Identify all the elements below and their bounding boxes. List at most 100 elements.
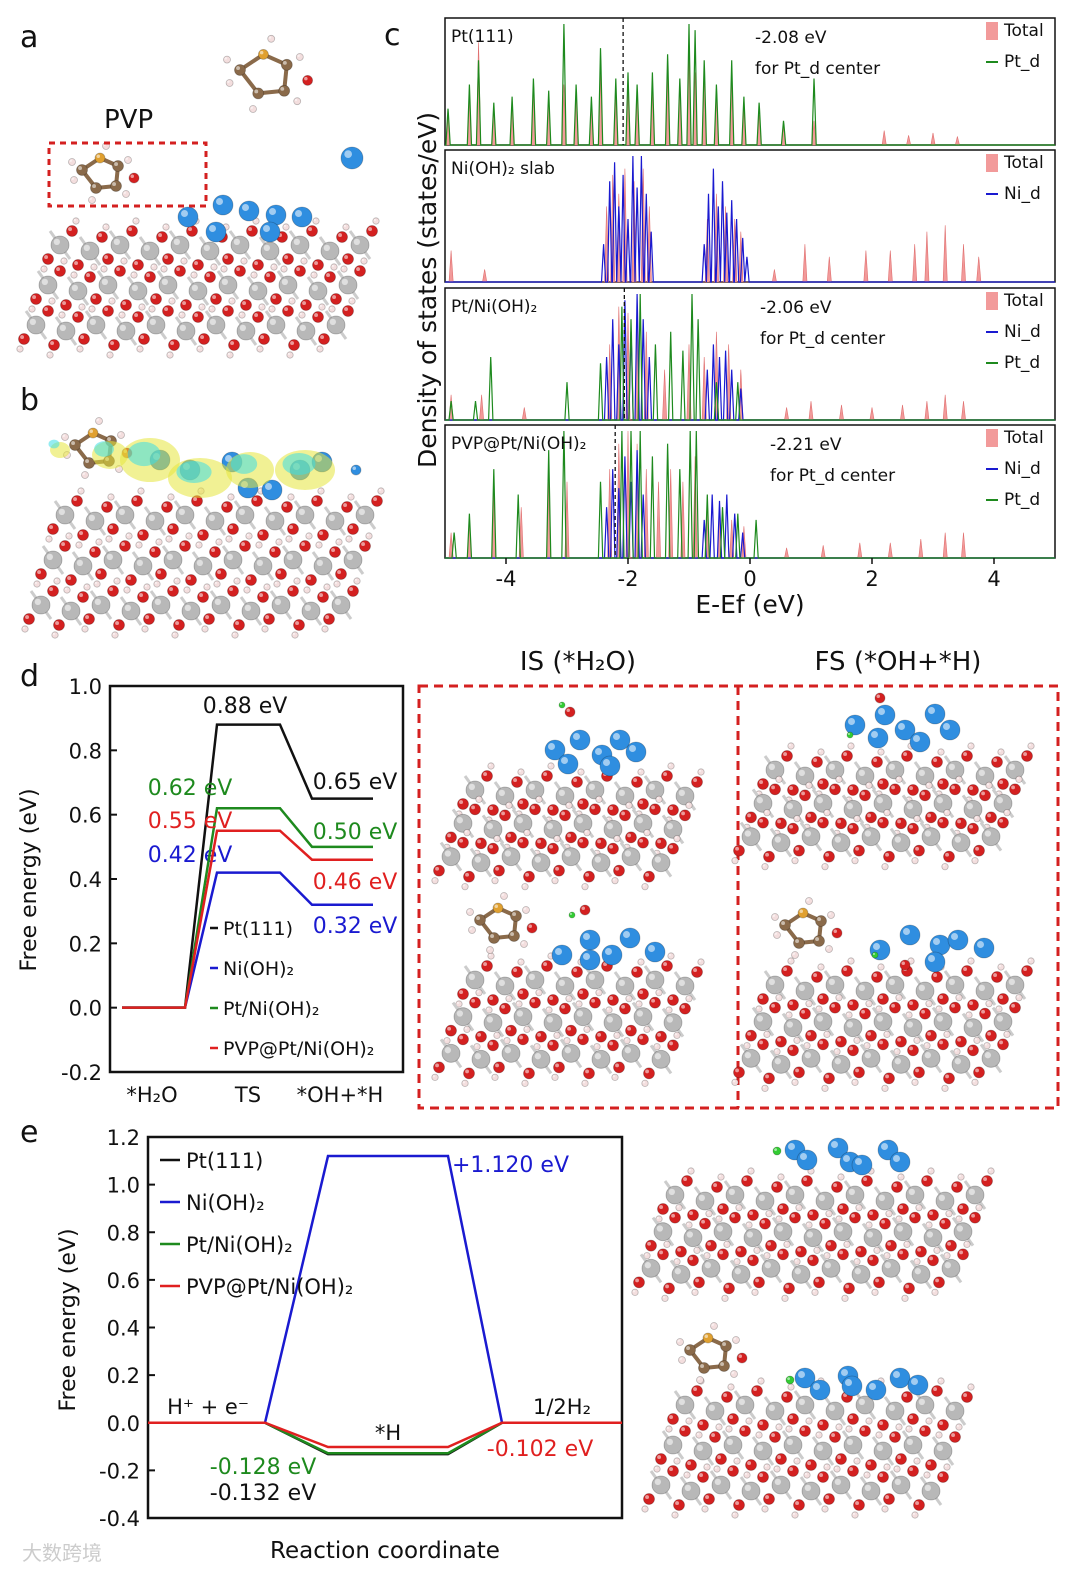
oxygen-atom — [245, 574, 257, 586]
hydrogen-atom — [293, 577, 301, 585]
hydrogen-atom — [117, 431, 125, 439]
atom-highlight — [846, 1012, 849, 1015]
atom-highlight — [561, 1004, 565, 1009]
atom-highlight — [855, 846, 859, 851]
atom-highlight — [999, 780, 1003, 784]
atom-highlight — [841, 1369, 848, 1376]
oxygen-atom — [198, 333, 210, 345]
atom-highlight — [804, 1052, 811, 1059]
atom-highlight — [914, 816, 917, 819]
oxygen-atom — [915, 1245, 927, 1258]
atom-highlight — [191, 272, 195, 275]
nickel-atom — [933, 1012, 953, 1032]
atom-highlight — [849, 824, 853, 829]
oxygen-atom — [871, 971, 883, 983]
atom-highlight — [854, 1458, 857, 1461]
atom-highlight — [656, 797, 659, 800]
atom-highlight — [762, 1086, 765, 1089]
nickel-atom — [905, 1185, 925, 1205]
atom-highlight — [202, 626, 206, 629]
hydrogen-atom — [155, 538, 163, 546]
carbon-atom — [90, 182, 102, 194]
atom-highlight — [262, 626, 265, 629]
atom-highlight — [918, 769, 925, 776]
atom-highlight — [224, 307, 228, 312]
nickel-atom — [933, 1441, 953, 1461]
atom-highlight — [238, 508, 246, 515]
atom-highlight — [184, 587, 188, 590]
nickel-atom — [513, 813, 533, 833]
hydrogen-atom — [837, 1173, 845, 1181]
atom-highlight — [779, 1205, 783, 1209]
nickel-atom — [695, 1191, 715, 1211]
atom-highlight — [855, 1158, 862, 1165]
hydrogen-atom — [613, 835, 621, 843]
atom-highlight — [795, 1068, 799, 1073]
atom-highlight — [948, 763, 955, 770]
atom-highlight — [131, 284, 139, 291]
platinum-atom — [579, 929, 601, 951]
oxygen-atom — [318, 333, 330, 345]
atom-highlight — [681, 811, 685, 816]
atom-highlight — [948, 1404, 955, 1411]
atom-highlight — [609, 806, 613, 810]
atom-highlight — [489, 996, 494, 1000]
nickel-atom — [663, 1435, 683, 1455]
atom-highlight — [89, 429, 93, 433]
oxygen-atom — [699, 1217, 711, 1230]
atom-highlight — [926, 1001, 929, 1004]
hydrogen-atom — [895, 994, 903, 1002]
nickel-atom — [855, 981, 875, 1001]
hydrogen-atom — [303, 586, 311, 594]
nickel-atom — [881, 1258, 901, 1278]
atom-highlight — [647, 1241, 651, 1246]
atom-highlight — [329, 318, 336, 325]
hydrogen-atom — [95, 538, 103, 546]
atom-highlight — [886, 1211, 889, 1214]
nickel-atom — [145, 511, 165, 531]
y-tick-label: 1.0 — [107, 1174, 140, 1198]
oxygen-atom — [222, 253, 234, 265]
atom-highlight — [175, 621, 179, 625]
nickel-atom — [525, 780, 545, 800]
nickel-atom — [133, 556, 153, 576]
nickel-atom — [785, 1185, 805, 1205]
oxygen-atom — [985, 1029, 997, 1042]
nickel-atom — [815, 1191, 835, 1211]
atom-highlight — [912, 858, 915, 861]
hydrogen-atom — [787, 742, 795, 750]
nickel-atom — [115, 505, 135, 525]
atom-highlight — [579, 1035, 583, 1040]
atom-highlight — [34, 598, 41, 605]
hydrogen-atom — [745, 1417, 753, 1425]
hydrogen-atom — [122, 190, 130, 198]
atom-highlight — [831, 785, 835, 790]
atom-highlight — [824, 810, 827, 813]
nickel-atom — [621, 1043, 641, 1063]
atom-highlight — [896, 777, 899, 780]
atom-highlight — [819, 995, 823, 999]
oxygen-atom — [697, 1419, 709, 1431]
atom-highlight — [476, 916, 481, 920]
legend-label-total: Total — [1003, 428, 1044, 448]
atom-highlight — [944, 1464, 947, 1467]
hydrogen-atom — [558, 701, 566, 709]
atom-highlight — [209, 306, 213, 309]
atom-highlight — [866, 1222, 869, 1225]
hydrogen-atom — [196, 345, 204, 353]
nickel-atom — [110, 235, 130, 255]
oxygen-atom — [433, 864, 445, 877]
oxygen-atom — [973, 844, 985, 857]
atom-highlight — [764, 1253, 767, 1256]
atom-highlight — [849, 786, 853, 790]
atom-highlight — [343, 503, 348, 508]
atom-highlight — [677, 1339, 681, 1342]
atom-highlight — [876, 1006, 879, 1009]
oxygen-atom — [777, 1203, 789, 1215]
atom-highlight — [827, 1241, 831, 1246]
atom-highlight — [609, 996, 613, 1000]
hydrogen-atom — [915, 1204, 923, 1212]
atom-highlight — [964, 1242, 967, 1245]
legend-label-pt-d: Pt_d — [1004, 52, 1040, 72]
